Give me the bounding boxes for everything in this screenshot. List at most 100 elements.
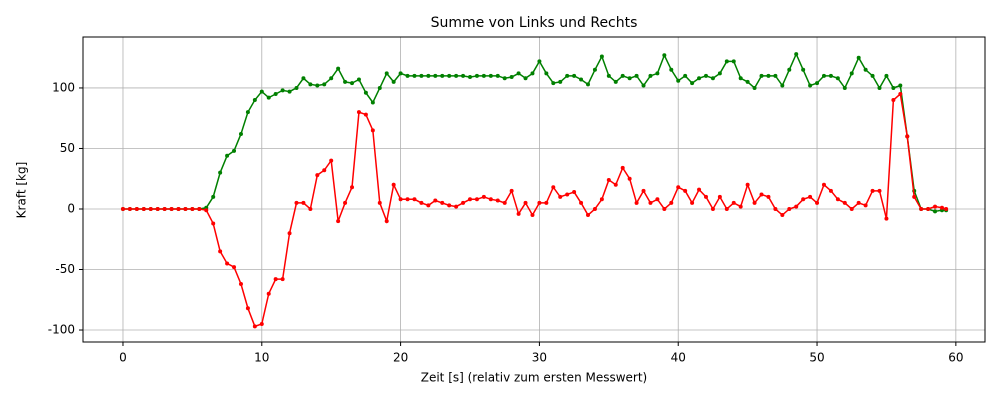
data-point [551, 185, 556, 190]
data-point [329, 76, 334, 81]
data-point [752, 200, 757, 205]
data-point [870, 73, 875, 78]
y-axis-label: Kraft [kg] [15, 162, 29, 219]
data-point [225, 261, 230, 266]
data-point [225, 153, 230, 158]
data-point [877, 188, 882, 193]
data-point [773, 73, 778, 78]
data-point [558, 79, 563, 84]
data-point [794, 52, 799, 57]
data-point [703, 73, 708, 78]
data-point [294, 85, 299, 90]
data-point [766, 73, 771, 78]
data-point [363, 90, 368, 95]
data-point [350, 185, 355, 190]
data-point [280, 88, 285, 93]
data-point [252, 324, 257, 329]
data-point [572, 190, 577, 195]
data-point [738, 204, 743, 209]
data-point [856, 200, 861, 205]
data-point [585, 82, 590, 87]
data-point [336, 66, 341, 71]
data-point [655, 197, 660, 202]
data-point [245, 306, 250, 311]
data-point [530, 71, 535, 76]
data-point [259, 321, 264, 326]
data-point [468, 75, 473, 80]
data-point [440, 73, 445, 78]
data-point [690, 81, 695, 86]
data-point [211, 194, 216, 199]
data-point [468, 197, 473, 202]
data-point [905, 134, 910, 139]
data-point [599, 197, 604, 202]
data-point [176, 206, 181, 211]
data-point [301, 76, 306, 81]
data-point [412, 73, 417, 78]
data-point [426, 203, 431, 208]
data-point [238, 282, 243, 287]
data-point [447, 73, 452, 78]
data-point [724, 206, 729, 211]
data-point [898, 83, 903, 88]
data-point [183, 206, 188, 211]
data-point [537, 200, 542, 205]
data-point [426, 73, 431, 78]
data-point [780, 83, 785, 88]
data-point [558, 194, 563, 199]
data-point [544, 200, 549, 205]
data-point [592, 67, 597, 72]
data-point [204, 208, 209, 213]
data-point [676, 185, 681, 190]
data-point [565, 192, 570, 197]
series-line [122, 92, 947, 328]
data-point [703, 194, 708, 199]
data-point [495, 73, 500, 78]
data-point [461, 73, 466, 78]
data-point [502, 200, 507, 205]
data-point [488, 197, 493, 202]
data-point [329, 158, 334, 163]
data-point [370, 100, 375, 105]
data-point [134, 206, 139, 211]
data-point [544, 71, 549, 76]
data-point [245, 110, 250, 115]
data-point [745, 182, 750, 187]
data-point [127, 206, 132, 211]
x-axis-label: Zeit [s] (relativ zum ersten Messwert) [421, 371, 648, 385]
data-point [683, 188, 688, 193]
data-point [280, 277, 285, 282]
data-point [405, 73, 410, 78]
data-point [787, 206, 792, 211]
data-point [884, 216, 889, 221]
data-point [579, 200, 584, 205]
data-point [356, 110, 361, 115]
data-point [641, 188, 646, 193]
data-point [856, 55, 861, 60]
data-point [933, 204, 938, 209]
data-point [523, 200, 528, 205]
data-point [363, 112, 368, 117]
data-point [516, 71, 521, 76]
data-point [828, 188, 833, 193]
data-point [141, 206, 146, 211]
data-point [634, 73, 639, 78]
data-point [259, 89, 264, 94]
data-point [731, 59, 736, 64]
data-point [419, 200, 424, 205]
data-point [391, 182, 396, 187]
data-point [842, 200, 847, 205]
data-point [662, 206, 667, 211]
data-point [190, 206, 195, 211]
data-point [842, 85, 847, 90]
data-point [461, 200, 466, 205]
data-point [808, 194, 813, 199]
data-point [759, 73, 764, 78]
data-point [301, 200, 306, 205]
data-point [488, 73, 493, 78]
data-point [218, 170, 223, 175]
data-point [613, 79, 618, 84]
data-point [343, 79, 348, 84]
data-point [690, 200, 695, 205]
data-point [821, 182, 826, 187]
